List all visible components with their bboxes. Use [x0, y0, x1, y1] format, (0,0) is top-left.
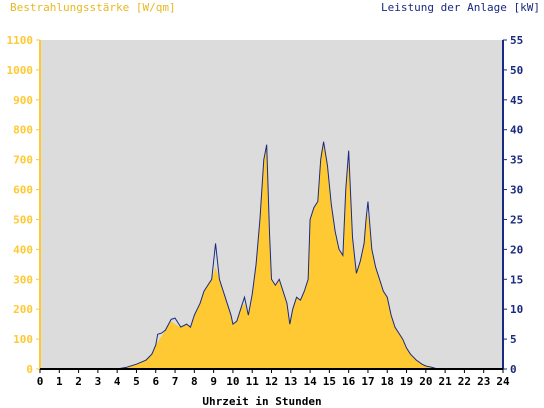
right-tick-label: 35: [510, 154, 523, 167]
right-tick-label: 10: [510, 303, 523, 316]
right-tick-label: 55: [510, 34, 523, 47]
right-axis-title: Leistung der Anlage [kW]: [381, 1, 540, 14]
power-line: [40, 141, 503, 370]
x-tick-label: 15: [323, 375, 336, 388]
x-tick-label: 11: [246, 375, 260, 388]
x-tick-label: 2: [75, 375, 82, 388]
x-tick-label: 3: [95, 375, 102, 388]
left-tick-label: 500: [13, 213, 33, 226]
left-tick-label: 700: [13, 154, 33, 167]
left-tick-label: 1100: [7, 34, 34, 47]
x-axis-ticks: 0 1 2 3 4 5 6 7 8 9 10 11 12 13 14 15 16 17 18 19 20 21 22 23 24: [37, 369, 510, 388]
left-tick-label: 100: [13, 333, 33, 346]
power-line-series: [40, 141, 503, 370]
left-tick-label: 0: [26, 363, 33, 376]
right-tick-label: 50: [510, 64, 523, 77]
right-tick-label: 0: [510, 363, 517, 376]
x-axis-title: Uhrzeit in Stunden: [202, 395, 321, 408]
right-tick-label: 15: [510, 273, 523, 286]
right-tick-label: 5: [510, 333, 517, 346]
right-tick-label: 45: [510, 94, 523, 107]
x-tick-label: 6: [152, 375, 159, 388]
x-tick-label: 18: [381, 375, 394, 388]
x-tick-label: 13: [284, 375, 297, 388]
x-tick-label: 20: [419, 375, 432, 388]
x-tick-label: 0: [37, 375, 44, 388]
left-tick-label: 400: [13, 243, 33, 256]
irradiance-area-series: [40, 141, 503, 369]
x-tick-label: 1: [56, 375, 63, 388]
x-tick-label: 8: [191, 375, 198, 388]
x-tick-label: 14: [303, 375, 317, 388]
left-tick-label: 200: [13, 303, 33, 316]
left-tick-label: 1000: [7, 64, 34, 77]
right-tick-label: 30: [510, 184, 523, 197]
right-axis-ticks: 0 5 10 15 20 25 30 35 40 45 50 55: [503, 34, 523, 376]
right-tick-label: 25: [510, 213, 523, 226]
x-tick-label: 10: [226, 375, 239, 388]
x-tick-label: 5: [133, 375, 140, 388]
x-tick-label: 23: [477, 375, 490, 388]
left-axis-ticks: 0 100 200 300 400 500 600 700 800 900 1000 1100: [7, 34, 40, 376]
x-tick-label: 21: [439, 375, 453, 388]
left-tick-label: 600: [13, 184, 33, 197]
left-axis-title: Bestrahlungsstärke [W/qm]: [10, 1, 176, 14]
x-tick-label: 16: [342, 375, 356, 388]
x-tick-label: 9: [210, 375, 217, 388]
left-tick-label: 800: [13, 124, 33, 137]
x-tick-label: 12: [265, 375, 278, 388]
x-tick-label: 22: [458, 375, 471, 388]
x-tick-label: 24: [496, 375, 510, 388]
x-tick-label: 17: [361, 375, 374, 388]
right-tick-label: 20: [510, 243, 523, 256]
right-tick-label: 40: [510, 124, 523, 137]
irradiance-area: [40, 141, 503, 369]
x-tick-label: 4: [114, 375, 121, 388]
left-tick-label: 300: [13, 273, 33, 286]
x-tick-label: 19: [400, 375, 413, 388]
left-tick-label: 900: [13, 94, 33, 107]
x-tick-label: 7: [172, 375, 179, 388]
